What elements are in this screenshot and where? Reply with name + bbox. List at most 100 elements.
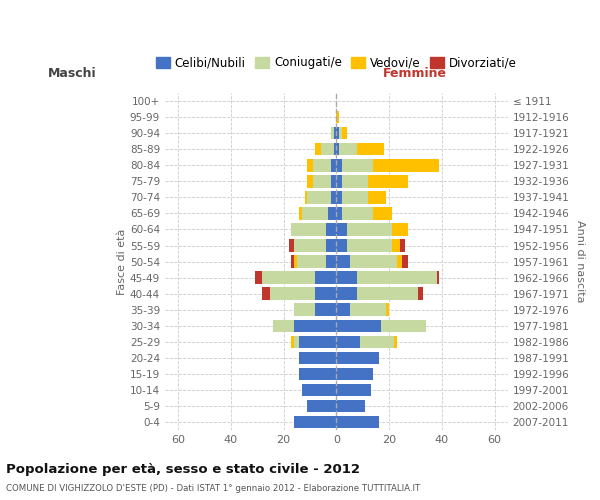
Bar (299, 336, 337, 348)
Bar (271, 288, 315, 300)
Bar (320, 143, 334, 156)
Bar (294, 320, 337, 332)
Bar (337, 336, 360, 348)
Legend: Celibi/Nubili, Coniugati/e, Vedovi/e, Divorziati/e: Celibi/Nubili, Coniugati/e, Vedovi/e, Di… (151, 52, 522, 74)
Bar (339, 127, 341, 140)
Bar (307, 159, 313, 172)
Bar (341, 127, 347, 140)
Bar (418, 288, 424, 300)
Bar (313, 175, 331, 188)
Bar (294, 304, 315, 316)
Bar (331, 175, 337, 188)
Bar (341, 191, 368, 203)
Bar (292, 223, 326, 235)
Bar (326, 240, 337, 252)
Bar (254, 272, 262, 284)
Bar (373, 159, 439, 172)
Bar (358, 143, 384, 156)
Bar (315, 304, 337, 316)
Bar (381, 320, 426, 332)
Bar (341, 207, 373, 220)
Y-axis label: Anni di nascita: Anni di nascita (575, 220, 585, 303)
Bar (299, 368, 337, 380)
Bar (299, 207, 302, 220)
Bar (358, 272, 437, 284)
Bar (337, 207, 341, 220)
Bar (337, 352, 379, 364)
Bar (328, 207, 337, 220)
Bar (294, 336, 299, 348)
Bar (307, 400, 337, 412)
Bar (307, 175, 313, 188)
Bar (337, 256, 350, 268)
Bar (373, 207, 392, 220)
Text: Femmine: Femmine (383, 66, 447, 80)
Bar (403, 256, 407, 268)
Bar (337, 240, 347, 252)
Bar (299, 352, 337, 364)
Bar (437, 272, 439, 284)
Bar (294, 240, 326, 252)
Bar (292, 336, 294, 348)
Bar (326, 223, 337, 235)
Bar (392, 223, 407, 235)
Bar (368, 191, 386, 203)
Bar (331, 159, 337, 172)
Bar (292, 256, 294, 268)
Bar (347, 240, 392, 252)
Bar (337, 143, 339, 156)
Bar (305, 191, 307, 203)
Bar (350, 256, 397, 268)
Bar (397, 256, 403, 268)
Bar (315, 288, 337, 300)
Y-axis label: Fasce di età: Fasce di età (117, 228, 127, 295)
Bar (337, 111, 339, 124)
Bar (337, 223, 347, 235)
Bar (337, 304, 350, 316)
Bar (262, 288, 271, 300)
Bar (347, 223, 392, 235)
Bar (331, 127, 334, 140)
Bar (337, 272, 358, 284)
Text: COMUNE DI VIGHIZZOLO D'ESTE (PD) - Dati ISTAT 1° gennaio 2012 - Elaborazione TUT: COMUNE DI VIGHIZZOLO D'ESTE (PD) - Dati … (6, 484, 420, 493)
Bar (289, 240, 294, 252)
Bar (302, 384, 337, 396)
Text: Popolazione per età, sesso e stato civile - 2012: Popolazione per età, sesso e stato civil… (6, 462, 360, 475)
Bar (341, 159, 373, 172)
Bar (326, 256, 337, 268)
Bar (360, 336, 394, 348)
Text: Maschi: Maschi (48, 66, 97, 80)
Bar (307, 191, 331, 203)
Bar (315, 143, 320, 156)
Bar (273, 320, 294, 332)
Bar (394, 336, 397, 348)
Bar (358, 288, 418, 300)
Bar (339, 143, 358, 156)
Bar (337, 159, 341, 172)
Bar (337, 384, 371, 396)
Bar (400, 240, 405, 252)
Bar (337, 288, 358, 300)
Bar (331, 191, 337, 203)
Bar (392, 240, 400, 252)
Bar (368, 175, 407, 188)
Bar (334, 143, 337, 156)
Bar (262, 272, 315, 284)
Bar (337, 191, 341, 203)
Bar (386, 304, 389, 316)
Bar (337, 368, 373, 380)
Bar (294, 256, 297, 268)
Bar (337, 400, 365, 412)
Bar (337, 320, 381, 332)
Bar (337, 416, 379, 428)
Bar (297, 256, 326, 268)
Bar (294, 416, 337, 428)
Bar (337, 175, 341, 188)
Bar (350, 304, 386, 316)
Bar (315, 272, 337, 284)
Bar (341, 175, 368, 188)
Bar (334, 127, 337, 140)
Bar (337, 127, 339, 140)
Bar (302, 207, 328, 220)
Bar (313, 159, 331, 172)
